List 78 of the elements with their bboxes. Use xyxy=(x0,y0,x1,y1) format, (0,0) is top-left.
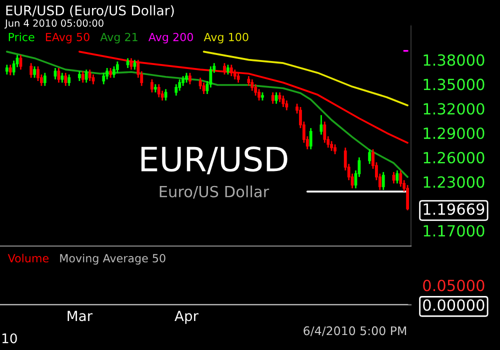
candlestick xyxy=(285,100,288,111)
y-tick-label: 1.29000 xyxy=(424,127,484,140)
y-tick-label: 1.23000 xyxy=(424,176,484,188)
candlestick xyxy=(64,72,68,87)
candlestick xyxy=(250,78,254,92)
candlestick xyxy=(254,84,258,96)
legend-label: Volume xyxy=(8,254,49,262)
candlestick xyxy=(81,70,84,84)
candlestick xyxy=(233,68,236,80)
candlestick xyxy=(84,68,88,84)
chart-subtitle: Jun 4 2010 05:00:00 xyxy=(4,19,104,29)
text: Avg 21 xyxy=(100,32,138,44)
candlestick xyxy=(43,72,46,87)
candlestick xyxy=(78,70,81,82)
y-tick-label: 1.35000 xyxy=(424,78,484,90)
candlestick xyxy=(247,75,250,87)
series-label: Avg 100 xyxy=(204,32,248,44)
candlestick xyxy=(382,171,385,191)
candlestick xyxy=(112,66,116,78)
candlestick xyxy=(330,140,334,152)
line-series xyxy=(78,50,408,144)
candlestick xyxy=(274,92,278,104)
y-tick-label: 0.05000 xyxy=(423,280,484,292)
candlestick xyxy=(109,67,112,78)
candlestick xyxy=(185,72,188,84)
x-tick-label: Mar xyxy=(68,310,93,322)
text: 6/4/2010 5:00 PM xyxy=(304,326,406,336)
candlestick xyxy=(368,148,372,165)
candlestick xyxy=(102,72,106,85)
candlestick xyxy=(178,78,182,92)
candlestick xyxy=(150,78,154,94)
annotation: EUR/USD xyxy=(141,146,288,174)
candlestick xyxy=(182,75,185,87)
series-label: Price xyxy=(8,32,34,42)
candlestick xyxy=(309,127,312,150)
text: Moving Average 50 xyxy=(60,254,166,265)
candlestick xyxy=(88,68,92,82)
candlestick xyxy=(36,66,40,82)
text: 10 xyxy=(2,333,17,344)
candlestick xyxy=(33,66,36,78)
line-series xyxy=(202,50,408,106)
candlestick xyxy=(5,64,8,76)
candlestick xyxy=(399,170,402,188)
candlestick xyxy=(30,62,33,78)
candlestick xyxy=(236,72,240,84)
candlestick xyxy=(133,59,136,70)
line-series xyxy=(6,50,408,178)
chart-title: EUR/USD (Euro/US Dollar) xyxy=(6,5,174,18)
y-tick-label: 1.17000 xyxy=(424,225,484,237)
candlestick xyxy=(174,84,178,96)
candlestick xyxy=(258,88,260,102)
candlestick xyxy=(8,64,12,76)
candlestick xyxy=(323,120,326,144)
series-label: EAvg 50 xyxy=(46,32,90,44)
y-tick-label: 1.38000 xyxy=(424,54,484,66)
candlestick xyxy=(60,72,64,84)
x-tick-label: Apr xyxy=(174,310,199,324)
candlestick xyxy=(226,64,230,76)
candlestick xyxy=(271,92,274,104)
candlestick xyxy=(320,114,323,136)
candlestick xyxy=(230,64,233,77)
candlestick xyxy=(334,144,336,155)
y-tick-label: 1.32000 xyxy=(424,103,484,115)
candlestick xyxy=(406,184,409,211)
y-tick-label: 1.19669 xyxy=(424,203,484,215)
annotation: Euro/US Dollar xyxy=(160,186,270,199)
candlestick xyxy=(278,92,282,103)
candlestick xyxy=(188,72,192,85)
candlestick xyxy=(198,77,202,90)
candlestick xyxy=(116,60,119,74)
y-tick-label: 0.00000 xyxy=(423,299,484,311)
y-tick-label: 1.26000 xyxy=(424,152,484,164)
candlestick xyxy=(106,67,109,80)
candlestick xyxy=(157,84,160,98)
candlestick xyxy=(396,170,399,184)
text: Avg 200 xyxy=(148,32,193,44)
candlestick xyxy=(68,74,71,87)
candlestick xyxy=(223,62,226,76)
